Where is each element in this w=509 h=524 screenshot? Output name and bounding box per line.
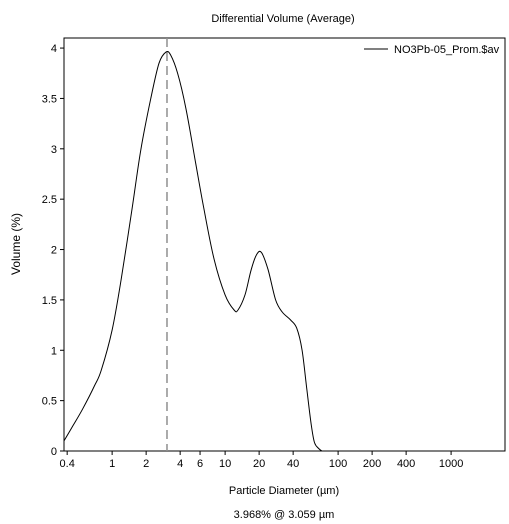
y-tick-label: 0.5	[42, 396, 57, 408]
chart-title: Differential Volume (Average)	[211, 13, 354, 25]
x-tick-label: 100	[329, 458, 347, 470]
x-axis: 0.4 1 2 4 6 10 20 40 100 200 400 1000	[60, 451, 463, 470]
x-tick-label: 200	[363, 458, 381, 470]
peak-annotation: 3.968% @ 3.059 µm	[234, 509, 335, 521]
x-tick-label: 4	[177, 458, 183, 470]
y-tick-label: 2.5	[42, 194, 57, 206]
x-tick-label: 1	[109, 458, 115, 470]
x-tick-label: 400	[397, 458, 415, 470]
x-tick-label: 6	[197, 458, 203, 470]
y-tick-label: 1	[51, 345, 57, 357]
y-tick-label: 0	[51, 446, 57, 458]
legend-label: NO3Pb-05_Prom.$av	[394, 44, 500, 56]
y-axis-label: Volume (%)	[9, 213, 23, 275]
y-tick-label: 4	[51, 43, 57, 55]
y-tick-label: 1.5	[42, 295, 57, 307]
y-tick-label: 3	[51, 144, 57, 156]
legend: NO3Pb-05_Prom.$av	[364, 44, 500, 56]
plot-frame	[63, 37, 506, 452]
x-tick-label: 2	[143, 458, 149, 470]
x-tick-label: 10	[219, 458, 231, 470]
series-line	[63, 51, 323, 452]
y-axis: 0 0.5 1 1.5 2 2.5 3 3.5 4	[42, 43, 64, 458]
y-tick-label: 3.5	[42, 93, 57, 105]
y-tick-label: 2	[51, 245, 57, 257]
x-tick-label: 1000	[439, 458, 463, 470]
x-tick-label: 40	[287, 458, 299, 470]
x-axis-label: Particle Diameter (µm)	[229, 485, 339, 497]
x-tick-label: 0.4	[60, 458, 75, 470]
x-tick-label: 20	[253, 458, 265, 470]
